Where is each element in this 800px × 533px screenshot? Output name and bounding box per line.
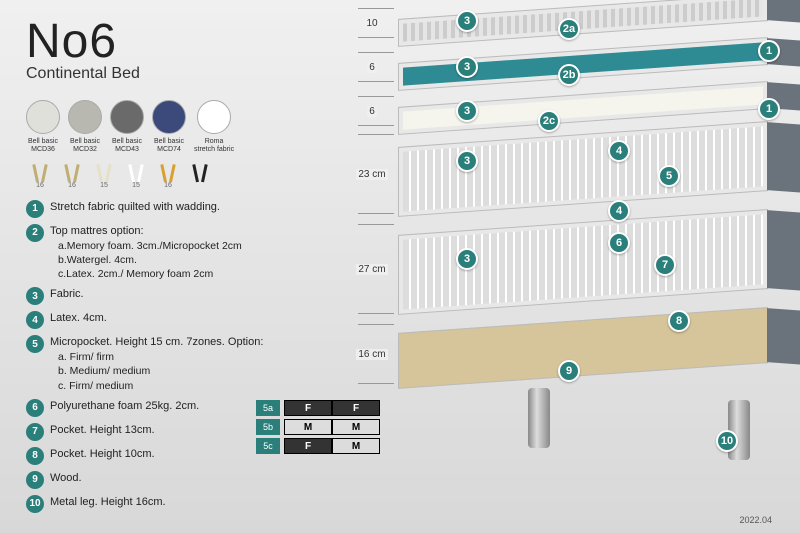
callout-pin: 3 <box>456 248 478 270</box>
legend-number-icon: 2 <box>26 224 44 242</box>
document-date: 2022.04 <box>739 515 772 525</box>
legend-item: 1Stretch fabric quilted with wadding. <box>26 200 263 218</box>
legend-item: 5Micropocket. Height 15 cm. 7zones. Opti… <box>26 335 263 392</box>
leg-option: 16 <box>26 160 54 189</box>
legend-item: 2Top mattres option:a.Memory foam. 3cm./… <box>26 224 263 281</box>
fabric-swatch: Romastretch fabric <box>194 100 234 153</box>
exploded-diagram: 10 6 6 23 cm 27 cm 16 cm 3 2a 1 3 2b 3 2c 1 3 4 5 4 3 6 7 8 9… <box>350 0 800 533</box>
legend-item: 8Pocket. Height 10cm. <box>26 447 263 465</box>
callout-pin: 6 <box>608 232 630 254</box>
callout-pin: 3 <box>456 56 478 78</box>
dimension-label: 16 cm <box>350 324 394 384</box>
dimension-label: 10 <box>350 8 394 38</box>
legend-number-icon: 4 <box>26 311 44 329</box>
legend-item: 7Pocket. Height 13cm. <box>26 423 263 441</box>
leg-option: 16 <box>154 160 182 189</box>
dimension-column: 10 6 6 23 cm 27 cm 16 cm <box>350 0 394 533</box>
fabric-swatches: Bell basicMCD36Bell basicMCD32Bell basic… <box>26 100 234 153</box>
dimension-label: 6 <box>350 96 394 126</box>
dimension-label: 27 cm <box>350 224 394 314</box>
fabric-swatch: Bell basicMCD43 <box>110 100 144 153</box>
product-subtitle: Continental Bed <box>26 65 140 83</box>
legend-number-icon: 1 <box>26 200 44 218</box>
callout-pin: 2a <box>558 18 580 40</box>
mattress-layer <box>398 320 768 376</box>
mattress-layer <box>398 50 768 78</box>
callout-pin: 4 <box>608 200 630 222</box>
leg-option: 16 <box>58 160 86 189</box>
legend-item: 4Latex. 4cm. <box>26 311 263 329</box>
leg-options-row: 1616151516 <box>26 160 214 189</box>
callout-pin: 2c <box>538 110 560 132</box>
legend-number-icon: 8 <box>26 447 44 465</box>
legend-number-icon: 3 <box>26 287 44 305</box>
fabric-swatch: Bell basicMCD36 <box>26 100 60 153</box>
mattress-layer <box>398 134 768 204</box>
legend-number-icon: 5 <box>26 335 44 353</box>
mattress-layer <box>398 222 768 302</box>
legend-number-icon: 10 <box>26 495 44 513</box>
legend-item: 9Wood. <box>26 471 263 489</box>
leg-option <box>186 160 214 189</box>
callout-pin: 7 <box>654 254 676 276</box>
legend-item: 10Metal leg. Height 16cm. <box>26 495 263 513</box>
legend-number-icon: 9 <box>26 471 44 489</box>
callout-pin: 10 <box>716 430 738 452</box>
component-legend: 1Stretch fabric quilted with wadding. 2To… <box>26 200 263 519</box>
title-block: No6 Continental Bed <box>26 14 140 83</box>
legend-item: 6Polyurethane foam 25kg. 2cm. <box>26 399 263 417</box>
callout-pin: 1 <box>758 40 780 62</box>
legend-number-icon: 6 <box>26 399 44 417</box>
callout-pin: 3 <box>456 10 478 32</box>
callout-pin: 8 <box>668 310 690 332</box>
legend-item: 3Fabric. <box>26 287 263 305</box>
callout-pin: 9 <box>558 360 580 382</box>
leg-option: 15 <box>90 160 118 189</box>
fabric-swatch: Bell basicMCD74 <box>152 100 186 153</box>
callout-pin: 2b <box>558 64 580 86</box>
dimension-label: 6 <box>350 52 394 82</box>
callout-pin: 5 <box>658 165 680 187</box>
product-title: No6 <box>26 14 140 69</box>
callout-pin: 1 <box>758 98 780 120</box>
dimension-label: 23 cm <box>350 134 394 214</box>
leg-option: 15 <box>122 160 150 189</box>
legend-number-icon: 7 <box>26 423 44 441</box>
mattress-layer <box>398 6 768 34</box>
mattress-layer <box>398 94 768 122</box>
callout-pin: 3 <box>456 100 478 122</box>
callout-pin: 3 <box>456 150 478 172</box>
fabric-swatch: Bell basicMCD32 <box>68 100 102 153</box>
callout-pin: 4 <box>608 140 630 162</box>
metal-leg <box>528 388 550 448</box>
